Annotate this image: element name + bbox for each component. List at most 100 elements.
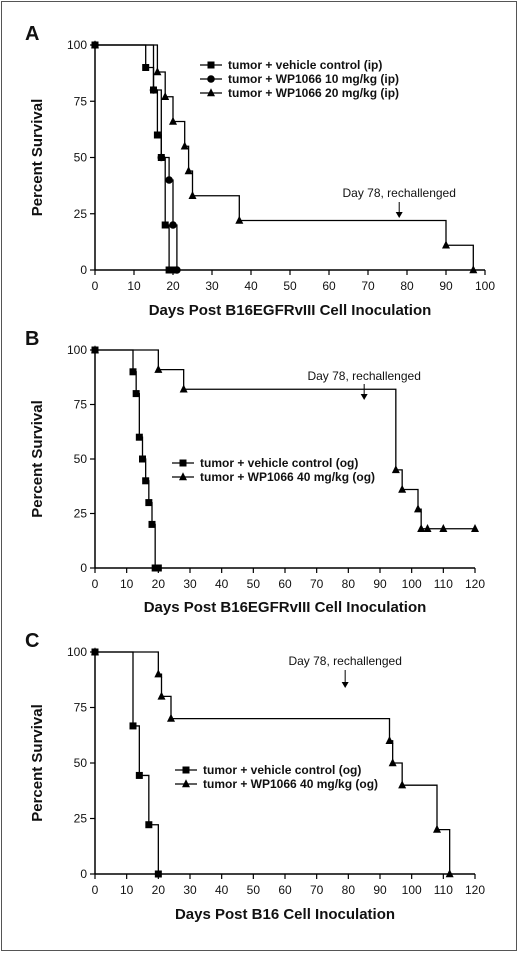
- panel-letter: A: [25, 23, 39, 45]
- x-tick-label: 80: [400, 279, 414, 293]
- data-point: [161, 221, 169, 229]
- y-tick-label: 50: [74, 452, 88, 466]
- y-tick-label: 0: [80, 263, 87, 277]
- data-point: [129, 368, 137, 376]
- data-point: [167, 713, 175, 722]
- annotation-arrow-head: [360, 394, 368, 400]
- x-tick-label: 20: [166, 279, 180, 293]
- legend-label: tumor + vehicle control (og): [203, 763, 361, 777]
- y-tick-label: 0: [80, 561, 87, 575]
- panel-a: A 0 25 50 75 100 0 10 20 30 40 50 60 70 80 90 100 Days Po…: [25, 23, 495, 319]
- data-point: [385, 736, 394, 744]
- data-point: [139, 455, 146, 463]
- data-point: [169, 116, 177, 125]
- x-tick-label: 40: [215, 577, 229, 591]
- data-point: [153, 67, 162, 76]
- legend-label: tumor + vehicle control (og): [200, 456, 358, 470]
- x-tick-label: 50: [247, 883, 261, 897]
- x-tick-label: 60: [278, 577, 292, 591]
- x-axis-title: Days Post B16EGFRvIII Cell Inoculation: [149, 302, 432, 319]
- legend: tumor + vehicle control (ip)tumor + WP10…: [200, 58, 399, 100]
- data-point: [154, 870, 162, 878]
- data-point: [165, 266, 173, 274]
- data-point: [433, 824, 441, 833]
- data-point: [179, 384, 188, 393]
- series-2: [91, 345, 479, 532]
- data-point: [184, 166, 193, 175]
- data-point: [154, 364, 163, 373]
- x-tick-label: 20: [152, 577, 166, 591]
- panel-c: C 0 25 50 75 100 0 10 20 30 40 50 60 70 80 90 100 110 120 D…: [25, 630, 485, 923]
- x-tick-label: 0: [92, 279, 99, 293]
- data-point: [414, 504, 422, 513]
- legend-marker: [207, 75, 215, 83]
- data-point: [398, 780, 407, 789]
- data-point: [398, 484, 407, 493]
- x-tick-label: 90: [373, 577, 387, 591]
- data-point: [132, 390, 140, 398]
- x-tick-label: 70: [310, 577, 324, 591]
- x-tick-label: 10: [120, 577, 134, 591]
- y-tick-label: 75: [74, 701, 88, 715]
- data-point: [135, 771, 143, 779]
- x-tick-label: 0: [92, 577, 99, 591]
- x-tick-label: 80: [342, 577, 356, 591]
- series-1: [91, 648, 162, 878]
- data-point: [417, 523, 426, 532]
- y-tick-label: 50: [74, 151, 88, 165]
- legend-label: tumor + vehicle control (ip): [228, 58, 382, 72]
- data-point: [165, 176, 173, 184]
- y-tick-label: 100: [67, 343, 87, 357]
- series-3: [91, 40, 478, 274]
- x-tick-label: 0: [92, 883, 99, 897]
- annotation-arrow-head: [395, 212, 403, 218]
- legend-marker: [207, 61, 215, 69]
- y-tick-label: 75: [74, 94, 88, 108]
- panel-letter: B: [25, 328, 39, 350]
- legend-label: tumor + WP1066 10 mg/kg (ip): [228, 72, 399, 86]
- survival-step-line: [95, 349, 159, 569]
- legend: tumor + vehicle control (og)tumor + WP10…: [172, 456, 375, 484]
- data-point: [157, 153, 166, 162]
- legend-marker: [182, 779, 190, 788]
- x-tick-label: 120: [465, 577, 485, 591]
- data-point: [154, 669, 163, 678]
- legend-marker: [182, 766, 190, 774]
- data-point: [235, 215, 244, 224]
- x-tick-label: 100: [475, 279, 495, 293]
- survival-step-line: [95, 349, 475, 530]
- data-point: [391, 465, 400, 474]
- data-point: [91, 345, 99, 354]
- x-tick-label: 70: [310, 883, 324, 897]
- x-tick-label: 120: [465, 883, 485, 897]
- y-tick-label: 50: [74, 756, 88, 770]
- x-tick-label: 100: [402, 577, 422, 591]
- x-tick-label: 10: [127, 279, 141, 293]
- y-axis-title: Percent Survival: [29, 704, 46, 822]
- x-tick-label: 110: [434, 577, 453, 591]
- y-axis-title: Percent Survival: [29, 400, 46, 518]
- data-point: [135, 433, 143, 441]
- data-point: [154, 564, 162, 572]
- x-tick-label: 90: [373, 883, 387, 897]
- data-point: [442, 240, 450, 249]
- legend-label: tumor + WP1066 40 mg/kg (og): [200, 470, 375, 484]
- legend: tumor + vehicle control (og)tumor + WP10…: [175, 763, 378, 791]
- y-axis-title: Percent Survival: [29, 99, 46, 217]
- y-tick-label: 75: [74, 398, 88, 412]
- x-tick-label: 50: [283, 279, 297, 293]
- x-tick-label: 10: [120, 883, 134, 897]
- y-tick-label: 25: [74, 812, 88, 826]
- y-tick-label: 100: [67, 38, 87, 52]
- legend-marker: [207, 88, 215, 97]
- x-tick-label: 90: [439, 279, 453, 293]
- legend-label: tumor + WP1066 20 mg/kg (ip): [228, 86, 399, 100]
- x-tick-label: 30: [183, 883, 197, 897]
- data-point: [148, 520, 156, 528]
- data-point: [91, 647, 99, 656]
- y-tick-label: 25: [74, 507, 88, 521]
- panel-letter: C: [25, 630, 39, 652]
- annotation-text: Day 78, rechallenged: [307, 369, 420, 383]
- data-point: [169, 221, 177, 229]
- y-tick-label: 0: [80, 867, 87, 881]
